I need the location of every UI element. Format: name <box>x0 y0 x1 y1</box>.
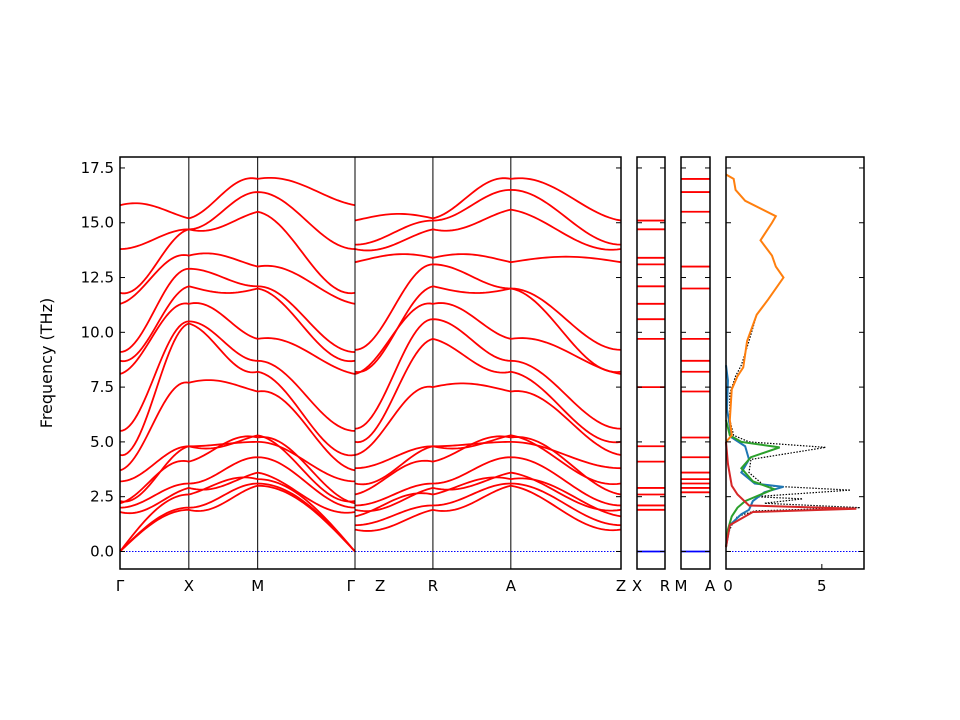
x-tick-label: R <box>660 577 670 595</box>
phonon-band <box>354 318 622 430</box>
x-tick-label: Γ <box>116 577 125 595</box>
phonon-band <box>354 177 622 222</box>
y-tick-label: 2.5 <box>90 488 114 506</box>
y-axis: 0.0 2.5 5.0 7.5 10.0 12.5 15.0 17.5 <box>81 159 114 561</box>
phonon-band <box>119 471 356 515</box>
y-tick-label: 17.5 <box>81 159 114 177</box>
phonon-band <box>354 208 622 252</box>
phonon-band <box>354 482 622 527</box>
x-r-panel-frame <box>636 156 666 570</box>
dos-curve <box>725 365 784 548</box>
x-tick-label: X <box>632 577 642 595</box>
phonon-band <box>354 253 622 264</box>
x-tick-label: M <box>251 577 264 595</box>
y-tick-label: 12.5 <box>81 269 114 287</box>
phonon-band <box>354 263 622 351</box>
y-tick-label: 5.0 <box>90 433 114 451</box>
phonon-band <box>119 322 356 457</box>
y-axis-label: Frequency (THz) <box>37 298 56 428</box>
phonon-band <box>354 476 622 518</box>
phonon-band <box>119 440 356 483</box>
phonon-band <box>354 484 622 532</box>
phonon-band <box>119 379 356 472</box>
dos-panel-frame <box>725 156 865 570</box>
x-tick-label: X <box>184 577 194 595</box>
phonon-band <box>354 471 622 513</box>
phonon-band <box>354 382 622 456</box>
phonon-band <box>354 456 622 507</box>
phonon-band <box>119 252 356 305</box>
phonon-band <box>354 435 622 496</box>
y-tick-label: 10.0 <box>81 323 114 341</box>
m-a-panel-frame <box>680 156 711 570</box>
dos-curve <box>725 174 861 543</box>
x-tick-label: Z <box>375 577 385 595</box>
y-tick-label: 0.0 <box>90 542 114 560</box>
phonon-band <box>354 434 622 486</box>
phonon-band <box>354 302 622 375</box>
band-panel-frame <box>119 156 622 570</box>
x-tick-label: Z <box>616 577 626 595</box>
phonon-band <box>119 267 356 353</box>
phonon-band <box>119 434 356 503</box>
x-tick-label: R <box>428 577 438 595</box>
x-tick-label: A <box>506 577 517 595</box>
phonon-band <box>119 456 356 509</box>
phonon-band <box>119 210 356 295</box>
dos-curve <box>725 419 780 548</box>
phonon-band <box>119 176 356 220</box>
phonon-band <box>119 285 356 363</box>
dos-curve <box>725 173 785 443</box>
x-tick-label: 0 <box>723 577 733 595</box>
x-tick-label: M <box>675 577 688 595</box>
y-tick-label: 15.0 <box>81 214 114 232</box>
dos-curve <box>725 441 857 548</box>
y-tick-label: 7.5 <box>90 378 114 396</box>
phonon-band <box>354 338 622 444</box>
phonon-band <box>354 188 622 246</box>
phonon-band <box>354 285 622 374</box>
phonon-band <box>119 320 356 432</box>
x-tick-label: Γ <box>347 577 356 595</box>
phonon-band <box>354 440 622 470</box>
phonon-band <box>119 191 356 250</box>
x-tick-label: 5 <box>817 577 827 595</box>
phonon-band <box>119 476 356 553</box>
phonon-band <box>119 302 356 375</box>
x-tick-label: A <box>705 577 716 595</box>
